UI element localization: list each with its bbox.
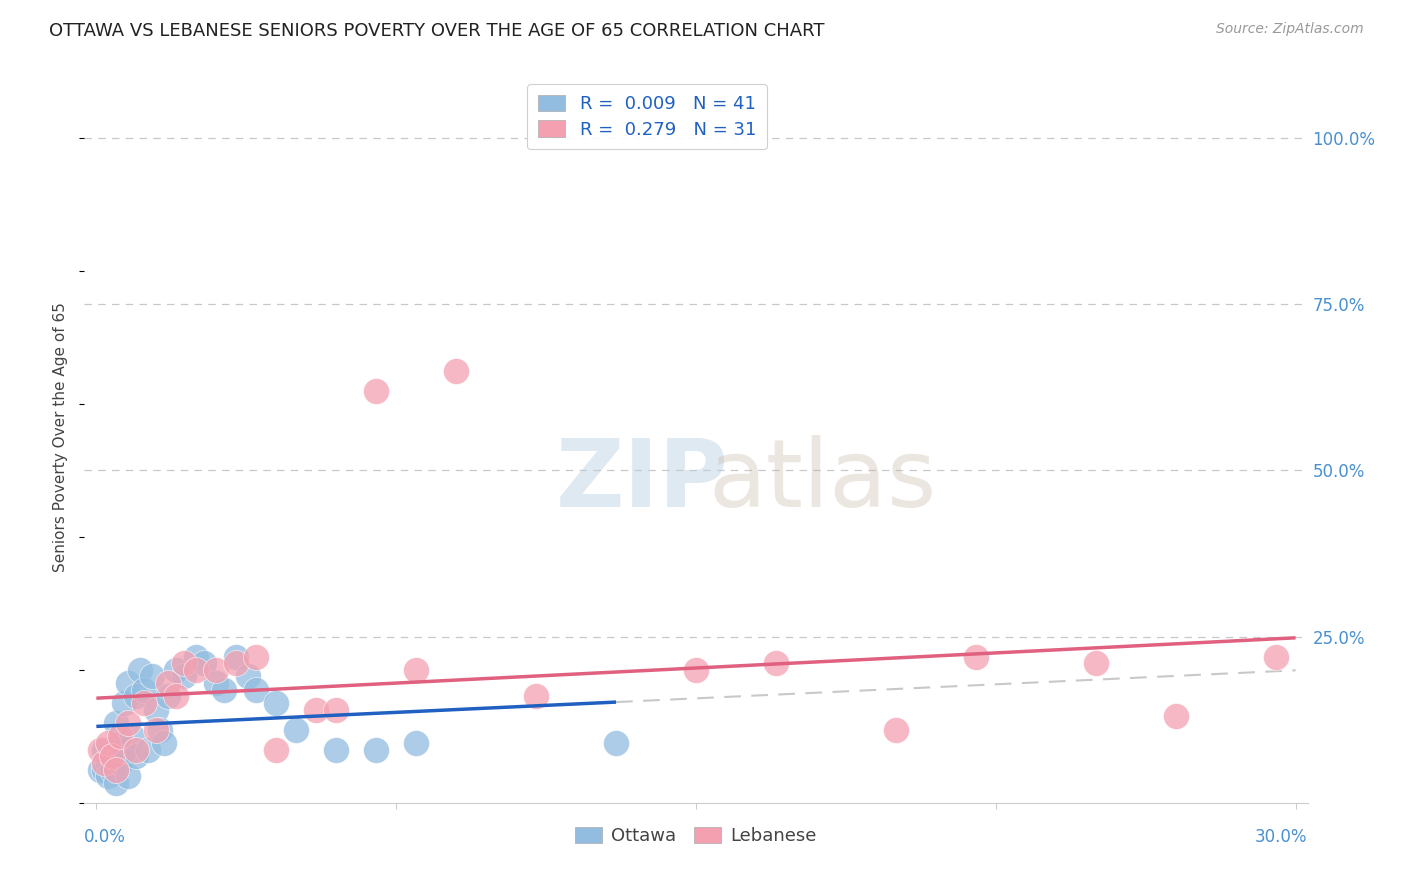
- Point: [129, 663, 152, 677]
- Text: atlas: atlas: [709, 435, 936, 527]
- Point: [93, 756, 115, 770]
- Point: [225, 649, 247, 664]
- Point: [125, 742, 148, 756]
- Text: 30.0%: 30.0%: [1256, 828, 1308, 846]
- Point: [884, 723, 907, 737]
- Point: [305, 703, 328, 717]
- Point: [245, 649, 267, 664]
- Point: [238, 669, 260, 683]
- Point: [112, 742, 135, 756]
- Point: [110, 736, 132, 750]
- Point: [186, 649, 208, 664]
- Point: [149, 723, 172, 737]
- Point: [1164, 709, 1187, 723]
- Point: [444, 363, 467, 377]
- Point: [325, 742, 347, 756]
- Point: [93, 742, 115, 756]
- Text: ZIP: ZIP: [555, 435, 728, 527]
- Point: [214, 682, 236, 697]
- Point: [965, 649, 987, 664]
- Point: [153, 736, 176, 750]
- Point: [157, 690, 180, 704]
- Point: [405, 663, 427, 677]
- Point: [101, 749, 124, 764]
- Point: [101, 763, 124, 777]
- Point: [157, 676, 180, 690]
- Point: [225, 656, 247, 670]
- Point: [1084, 656, 1107, 670]
- Point: [173, 656, 195, 670]
- Y-axis label: Seniors Poverty Over the Age of 65: Seniors Poverty Over the Age of 65: [53, 302, 69, 572]
- Point: [134, 682, 156, 697]
- Point: [366, 384, 388, 398]
- Point: [125, 749, 148, 764]
- Point: [121, 729, 143, 743]
- Point: [264, 742, 287, 756]
- Point: [325, 703, 347, 717]
- Point: [285, 723, 308, 737]
- Point: [685, 663, 707, 677]
- Point: [134, 696, 156, 710]
- Point: [97, 769, 120, 783]
- Point: [89, 742, 111, 756]
- Text: 0.0%: 0.0%: [84, 828, 127, 846]
- Text: OTTAWA VS LEBANESE SENIORS POVERTY OVER THE AGE OF 65 CORRELATION CHART: OTTAWA VS LEBANESE SENIORS POVERTY OVER …: [49, 22, 825, 40]
- Point: [105, 763, 128, 777]
- Point: [173, 669, 195, 683]
- Point: [524, 690, 547, 704]
- Point: [105, 716, 128, 731]
- Point: [117, 716, 139, 731]
- Point: [110, 756, 132, 770]
- Point: [141, 669, 163, 683]
- Point: [105, 776, 128, 790]
- Point: [125, 690, 148, 704]
- Point: [97, 756, 120, 770]
- Point: [765, 656, 787, 670]
- Point: [145, 703, 167, 717]
- Point: [165, 663, 187, 677]
- Point: [165, 690, 187, 704]
- Point: [264, 696, 287, 710]
- Point: [136, 742, 159, 756]
- Point: [89, 763, 111, 777]
- Point: [1264, 649, 1286, 664]
- Legend: R =  0.009   N = 41, R =  0.279   N = 31: R = 0.009 N = 41, R = 0.279 N = 31: [527, 84, 766, 150]
- Point: [145, 723, 167, 737]
- Point: [205, 676, 228, 690]
- Point: [110, 729, 132, 743]
- Point: [405, 736, 427, 750]
- Point: [112, 696, 135, 710]
- Point: [366, 742, 388, 756]
- Point: [193, 656, 215, 670]
- Point: [186, 663, 208, 677]
- Text: Source: ZipAtlas.com: Source: ZipAtlas.com: [1216, 22, 1364, 37]
- Point: [245, 682, 267, 697]
- Point: [97, 736, 120, 750]
- Point: [205, 663, 228, 677]
- Point: [117, 676, 139, 690]
- Point: [117, 769, 139, 783]
- Point: [93, 763, 115, 777]
- Point: [605, 736, 627, 750]
- Point: [101, 749, 124, 764]
